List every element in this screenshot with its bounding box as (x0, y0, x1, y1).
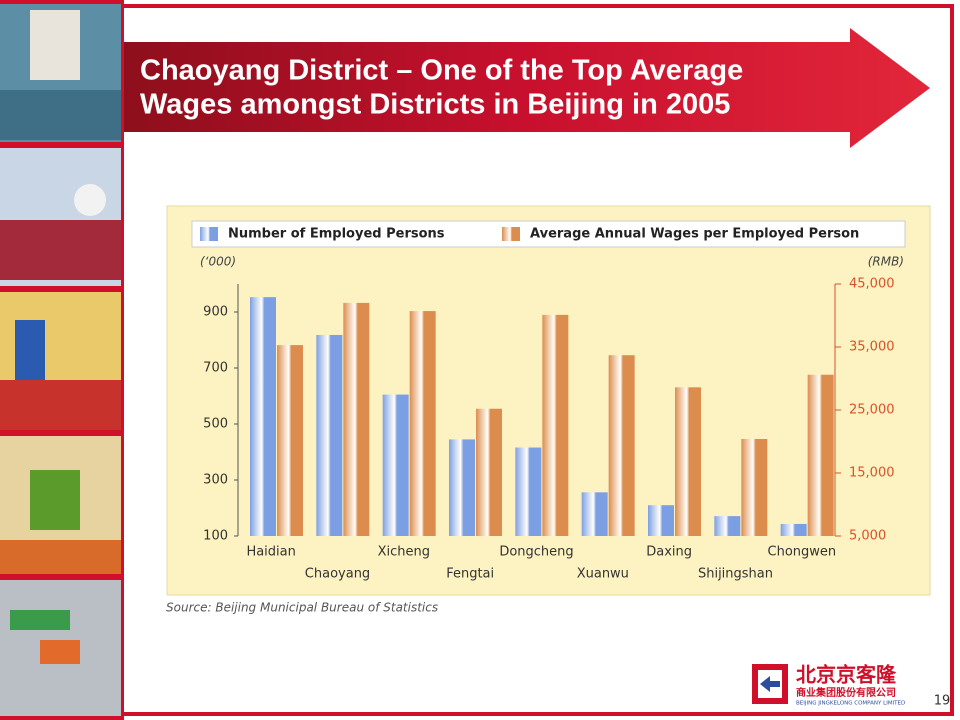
legend (191, 220, 906, 248)
bar (542, 314, 569, 536)
y-tick-label: 700 (203, 361, 228, 376)
y-tick-label: 300 (203, 473, 228, 488)
legend-swatch (200, 227, 218, 241)
bar (449, 439, 475, 536)
y-tick-label: 900 (203, 305, 228, 320)
y2-axis-label: (RMB) (868, 255, 904, 269)
bar (343, 302, 370, 536)
legend-label: Number of Employed Persons (228, 227, 445, 242)
title-line: Wages amongst Districts in Beijing in 20… (140, 89, 730, 121)
title-line: Chaoyang District – One of the Top Avera… (140, 55, 743, 87)
bar (675, 387, 701, 536)
bar (316, 334, 343, 536)
y2-tick-label: 45,000 (849, 277, 895, 292)
legend-label: Average Annual Wages per Employed Person (530, 227, 859, 242)
x-tick-label: Chongwen (768, 545, 837, 560)
x-tick-label: Chaoyang (305, 567, 370, 582)
logo: 北京京客隆 商业集团股份有限公司 BEIJING JINGKELONG COMP… (752, 663, 905, 707)
bar (648, 505, 674, 536)
photo-strip (0, 0, 124, 720)
frame-bottom (124, 712, 954, 716)
legend-swatch (502, 227, 520, 241)
x-tick-label: Xuanwu (577, 567, 629, 582)
x-tick-label: Xicheng (378, 545, 430, 560)
bar (515, 447, 542, 536)
bar (581, 492, 608, 536)
bar (608, 355, 635, 536)
bar (741, 438, 768, 536)
bar (807, 374, 834, 536)
frame-right (950, 4, 954, 716)
x-tick-label: Shijingshan (698, 567, 773, 582)
bar (409, 311, 436, 536)
bar (382, 394, 409, 536)
bar (250, 297, 276, 536)
x-tick-label: Daxing (646, 545, 692, 560)
y2-tick-label: 25,000 (849, 403, 895, 418)
bar (277, 345, 303, 536)
y-axis-label: (‘000) (200, 255, 236, 269)
logo-subtitle: 商业集团股份有限公司 (796, 686, 896, 699)
y-tick-label: 500 (203, 417, 228, 432)
bar (780, 523, 807, 536)
frame-top (124, 4, 954, 8)
logo-english: BEIJING JINGKELONG COMPANY LIMITED (796, 701, 905, 707)
y2-tick-label: 15,000 (849, 466, 895, 481)
x-tick-label: Fengtai (446, 567, 494, 582)
bar (476, 408, 502, 536)
y2-tick-label: 5,000 (849, 529, 886, 544)
page-number: 19 (934, 694, 951, 709)
x-tick-label: Haidian (246, 545, 295, 560)
bar (714, 516, 741, 536)
title-arrow (124, 28, 930, 148)
y2-tick-label: 35,000 (849, 340, 895, 355)
x-tick-label: Dongcheng (499, 545, 573, 560)
source-note: Source: Beijing Municipal Bureau of Stat… (166, 601, 438, 615)
logo-name: 北京京客隆 (796, 663, 897, 687)
y-tick-label: 100 (203, 529, 228, 544)
